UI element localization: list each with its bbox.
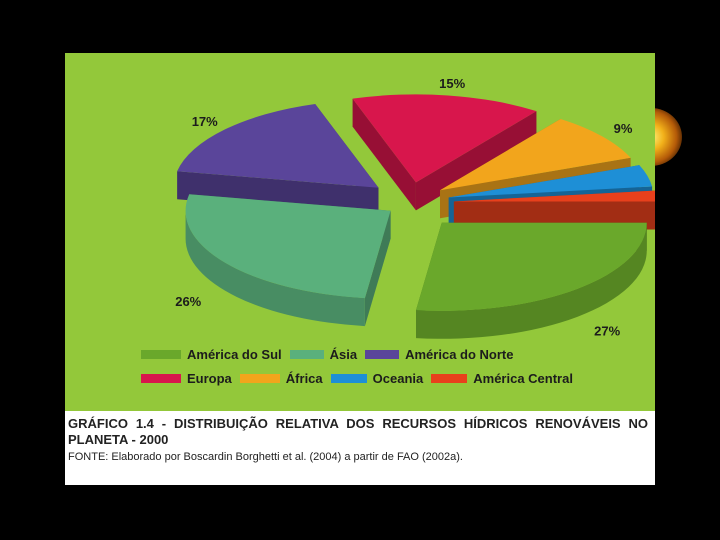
legend-swatch <box>431 373 468 383</box>
legend-swatch <box>289 349 324 359</box>
legend-swatch <box>141 373 181 383</box>
pie-slice <box>453 190 655 230</box>
slice-top <box>185 194 391 299</box>
slice-top <box>440 118 631 191</box>
legend-item: Europa <box>141 371 232 386</box>
slice-top <box>352 94 537 183</box>
legend-item: Oceania <box>330 370 424 386</box>
legend-row: Europa África Oceania América Central <box>141 366 611 390</box>
pie-slice <box>177 104 379 216</box>
legend-label: América Central <box>473 370 573 386</box>
slice-rim <box>416 222 647 339</box>
figure-caption: GRÁFICO 1.4 - DISTRIBUIÇÃO RELATIVA DOS … <box>68 416 648 463</box>
legend-label: Oceania <box>372 370 424 386</box>
pie-slice <box>416 222 647 339</box>
legend-item: América do Norte <box>365 347 513 362</box>
caption-source: FONTE: Elaborado por Boscardin Borghetti… <box>68 451 463 463</box>
slice-side <box>177 171 379 216</box>
plot-area: 27%26%17%15%9%4%2% América do Sul Ásia A… <box>65 53 655 411</box>
slice-rim <box>185 210 365 327</box>
legend-label: África <box>285 370 323 386</box>
legend-item: África <box>239 370 323 386</box>
slice-top <box>453 190 655 202</box>
legend-row: América do Sul Ásia América do Norte <box>141 342 611 366</box>
slice-side <box>352 98 416 211</box>
legend: América do Sul Ásia América do Norte Eur… <box>141 342 611 390</box>
slice-value-label: 15% <box>439 76 465 91</box>
slice-top <box>177 104 379 188</box>
legend-swatch <box>365 349 400 359</box>
legend-label: Europa <box>187 370 232 386</box>
legend-label: Ásia <box>329 346 358 362</box>
chart-figure: 27%26%17%15%9%4%2% América do Sul Ásia A… <box>65 53 655 485</box>
legend-item: América do Sul <box>141 347 282 362</box>
legend-item: Ásia <box>289 346 358 362</box>
legend-swatch <box>330 373 367 383</box>
slice-value-label: 26% <box>175 294 201 309</box>
slice-top <box>416 222 647 311</box>
pie-slice <box>185 194 391 327</box>
legend-swatch <box>239 373 280 383</box>
slice-side <box>415 111 537 211</box>
pie-chart: 27%26%17%15%9%4%2% <box>175 76 655 339</box>
pie-slice <box>352 94 537 211</box>
slice-side <box>453 201 655 230</box>
legend-label: América do Norte <box>405 346 514 362</box>
slice-value-label: 17% <box>192 114 218 129</box>
slice-value-label: 27% <box>594 323 620 338</box>
legend-swatch <box>141 349 181 359</box>
legend-item: América Central <box>431 371 573 386</box>
caption-title: GRÁFICO 1.4 - DISTRIBUIÇÃO RELATIVA DOS … <box>68 416 648 447</box>
slice-side <box>364 210 391 327</box>
slice-value-label: 9% <box>614 121 633 136</box>
slice-top <box>448 165 653 198</box>
legend-label: América do Sul <box>187 346 282 362</box>
